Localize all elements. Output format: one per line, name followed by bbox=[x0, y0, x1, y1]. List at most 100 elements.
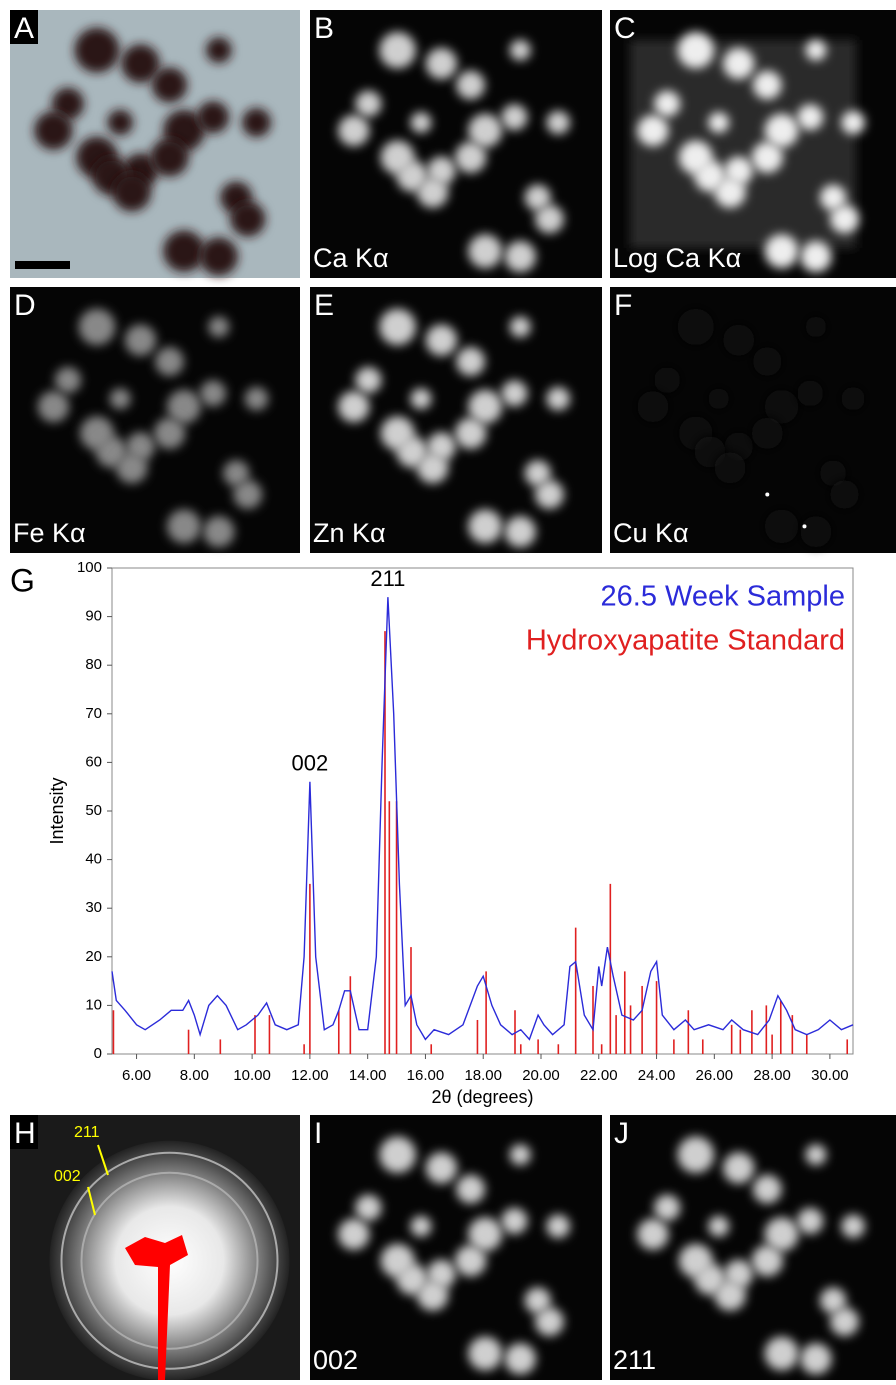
ring-label: 002 bbox=[54, 1168, 81, 1185]
cell bbox=[723, 1152, 755, 1184]
cell bbox=[820, 1287, 847, 1314]
panel-label: Log Ca Kα bbox=[613, 243, 741, 273]
x-tick-label: 24.00 bbox=[638, 1067, 676, 1084]
cell bbox=[116, 452, 148, 484]
image-panel: F Cu Kα bbox=[610, 287, 896, 553]
cell bbox=[637, 115, 669, 147]
cell bbox=[155, 347, 184, 376]
cell bbox=[455, 417, 487, 449]
cell bbox=[455, 1245, 487, 1277]
cell bbox=[677, 1136, 714, 1173]
arrow bbox=[87, 1186, 96, 1216]
cell bbox=[797, 380, 824, 407]
cell bbox=[677, 308, 714, 346]
image-panel: 211 002 H bbox=[10, 1115, 300, 1381]
panel-label: 002 bbox=[313, 1345, 358, 1375]
cell bbox=[830, 480, 859, 509]
y-tick-label: 40 bbox=[85, 851, 102, 868]
cell bbox=[753, 347, 782, 376]
peak-label: 002 bbox=[292, 751, 329, 776]
y-tick-label: 20 bbox=[85, 948, 102, 965]
cell bbox=[509, 1144, 531, 1166]
cell bbox=[203, 516, 235, 548]
panel-label: Fe Kα bbox=[13, 518, 86, 548]
cell bbox=[764, 389, 799, 424]
cell bbox=[468, 1336, 503, 1371]
cell bbox=[764, 113, 799, 148]
cell bbox=[417, 1279, 449, 1311]
cell bbox=[504, 516, 536, 548]
y-tick-label: 10 bbox=[85, 996, 102, 1013]
x-tick-label: 12.00 bbox=[291, 1067, 329, 1084]
cell bbox=[107, 109, 133, 136]
x-tick-label: 8.00 bbox=[180, 1067, 209, 1084]
cell bbox=[764, 1217, 799, 1252]
diffraction-ring bbox=[60, 1151, 279, 1370]
speck bbox=[765, 492, 770, 497]
cell bbox=[708, 1215, 730, 1237]
cell bbox=[425, 1152, 457, 1184]
cell bbox=[830, 1307, 859, 1336]
cell bbox=[654, 1194, 681, 1221]
cell bbox=[805, 316, 827, 338]
cell bbox=[468, 389, 503, 424]
diffraction-ring bbox=[80, 1171, 259, 1350]
image-panel: C Log Ca Kα bbox=[610, 10, 896, 278]
cell bbox=[753, 1174, 782, 1204]
ring-label: 211 bbox=[74, 1124, 100, 1141]
cell bbox=[112, 173, 151, 212]
cell bbox=[244, 387, 269, 411]
cell bbox=[410, 112, 432, 133]
cell bbox=[355, 90, 382, 117]
cell bbox=[124, 324, 157, 356]
letter-bg bbox=[10, 10, 38, 44]
x-axis-label: 2θ (degrees) bbox=[431, 1087, 533, 1107]
cell bbox=[677, 32, 714, 69]
legend-entry: 26.5 Week Sample bbox=[601, 581, 846, 613]
cell bbox=[797, 1208, 824, 1234]
cell bbox=[468, 1217, 503, 1252]
cell bbox=[456, 70, 485, 100]
cell bbox=[425, 324, 457, 356]
cell bbox=[109, 388, 131, 410]
cell bbox=[820, 184, 847, 211]
cell bbox=[456, 347, 485, 376]
cell bbox=[167, 389, 201, 424]
x-tick-label: 30.00 bbox=[811, 1067, 849, 1084]
cell bbox=[468, 509, 503, 544]
x-tick-label: 26.00 bbox=[696, 1067, 734, 1084]
cell bbox=[208, 316, 230, 338]
cell bbox=[723, 48, 755, 80]
cell bbox=[546, 387, 570, 411]
cell bbox=[379, 32, 416, 69]
cell bbox=[637, 1218, 669, 1250]
panel-letter: J bbox=[614, 1117, 629, 1150]
cell bbox=[764, 1336, 799, 1371]
image-panel: B Ca Kα bbox=[310, 10, 602, 278]
cell bbox=[800, 240, 832, 273]
image-panel: D Fe Kα bbox=[10, 287, 300, 553]
y-tick-label: 70 bbox=[85, 705, 102, 722]
cell bbox=[751, 1245, 783, 1277]
cell bbox=[52, 87, 84, 120]
panel-letter: A bbox=[14, 12, 34, 45]
panel-label: Cu Kα bbox=[613, 518, 689, 548]
series-line bbox=[111, 597, 854, 1041]
cell bbox=[708, 388, 730, 410]
cell bbox=[535, 204, 564, 234]
cell bbox=[338, 391, 370, 423]
panel-letter: I bbox=[314, 1117, 322, 1150]
cell bbox=[74, 27, 120, 73]
cell bbox=[468, 113, 503, 148]
legend-entry: Hydroxyapatite Standard bbox=[526, 625, 845, 657]
cell bbox=[546, 1214, 570, 1239]
cell bbox=[501, 380, 528, 407]
letter-bg bbox=[10, 1115, 38, 1149]
cell bbox=[714, 452, 746, 484]
cell bbox=[723, 324, 755, 356]
cell bbox=[34, 111, 73, 150]
cell bbox=[417, 176, 449, 208]
cell bbox=[223, 460, 250, 487]
cell bbox=[197, 101, 229, 134]
